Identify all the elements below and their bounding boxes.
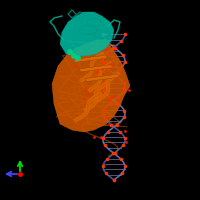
Polygon shape bbox=[52, 40, 130, 132]
Circle shape bbox=[76, 56, 80, 60]
Polygon shape bbox=[60, 12, 114, 56]
Circle shape bbox=[72, 54, 76, 58]
FancyArrow shape bbox=[74, 55, 108, 63]
FancyArrow shape bbox=[80, 64, 114, 72]
Circle shape bbox=[68, 50, 72, 54]
FancyArrow shape bbox=[86, 74, 120, 82]
